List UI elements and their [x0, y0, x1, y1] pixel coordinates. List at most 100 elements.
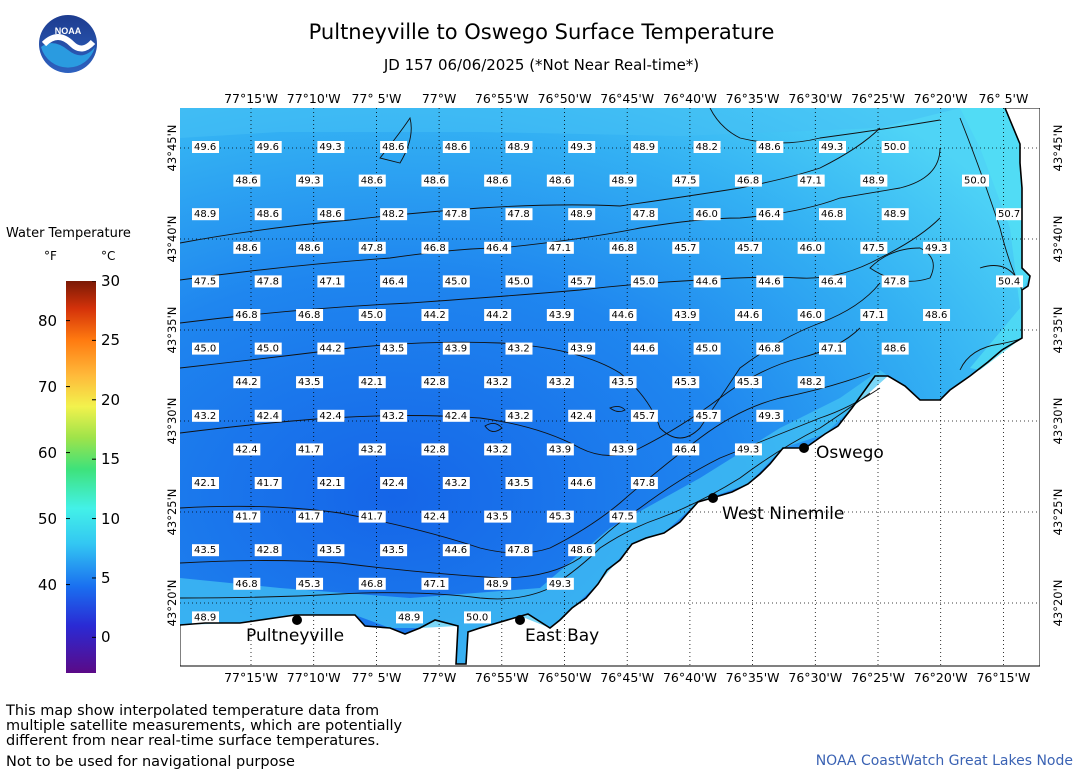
credit-text: NOAA CoastWatch Great Lakes Node [815, 753, 1073, 769]
temperature-label: 47.1 [317, 275, 345, 288]
legend-unit-f: °F [44, 249, 57, 263]
temperature-label: 44.6 [734, 309, 762, 321]
legend-f-tick-label: 60 [38, 443, 58, 462]
legend-f-tick-label: 50 [38, 509, 58, 528]
lat-label-left: 43°25'N [165, 488, 179, 536]
svg-text:49.3: 49.3 [549, 579, 571, 590]
temperature-label: 43.2 [505, 409, 533, 422]
temperature-label: 43.5 [484, 510, 512, 523]
svg-text:45.7: 45.7 [633, 411, 655, 422]
svg-text:50.0: 50.0 [466, 612, 488, 623]
lon-label-top: 77°15'W [224, 91, 278, 106]
temperature-label: 47.8 [630, 477, 658, 489]
svg-text:42.4: 42.4 [235, 444, 257, 455]
temperature-label: 47.1 [819, 342, 846, 355]
svg-text:49.3: 49.3 [821, 142, 843, 153]
svg-text:49.6: 49.6 [257, 142, 279, 153]
svg-text:43.5: 43.5 [508, 478, 530, 489]
svg-text:45.7: 45.7 [696, 411, 718, 422]
legend-c-tick-label: 15 [101, 450, 121, 469]
legend-c-tick-label: 20 [101, 390, 121, 409]
svg-text:45.7: 45.7 [570, 276, 592, 287]
temperature-label: 46.8 [756, 342, 784, 355]
svg-text:45.7: 45.7 [737, 243, 759, 254]
temperature-label: 49.3 [568, 141, 596, 153]
temperature-label: 48.6 [421, 174, 449, 187]
temperature-label: 44.2 [233, 376, 261, 389]
temperature-label: 42.4 [442, 409, 470, 422]
temperature-label: 43.2 [546, 376, 574, 389]
svg-text:44.6: 44.6 [696, 276, 718, 287]
svg-text:48.9: 48.9 [398, 612, 420, 623]
temperature-label: 48.9 [630, 141, 658, 153]
svg-text:41.7: 41.7 [235, 512, 257, 523]
temperature-label: 43.2 [484, 376, 512, 389]
svg-text:41.7: 41.7 [298, 444, 320, 455]
legend-unit-c: °C [101, 249, 116, 263]
lat-label-left: 43°30'N [165, 397, 179, 445]
oswego-marker [799, 443, 809, 453]
page-title: Pultneyville to Oswego Surface Temperatu… [308, 20, 775, 44]
svg-text:49.3: 49.3 [925, 243, 947, 254]
svg-text:48.9: 48.9 [570, 209, 592, 220]
svg-text:43.5: 43.5 [382, 344, 404, 355]
svg-text:43.9: 43.9 [612, 444, 634, 455]
temperature-label: 41.7 [296, 443, 324, 456]
svg-text:48.6: 48.6 [235, 176, 257, 187]
temperature-label: 44.2 [421, 309, 449, 321]
svg-text:50.4: 50.4 [998, 276, 1020, 287]
temperature-label: 43.2 [484, 443, 512, 456]
legend-c-tick-label: 0 [101, 628, 111, 647]
temperature-label: 44.6 [630, 342, 658, 355]
navigation-warning: Not to be used for navigational purpose [6, 754, 295, 770]
lon-label-bottom: 76°20'W [913, 670, 968, 685]
svg-text:43.5: 43.5 [486, 512, 508, 523]
temperature-label: 47.8 [358, 241, 386, 254]
svg-text:43.5: 43.5 [382, 545, 404, 556]
svg-text:45.3: 45.3 [298, 579, 320, 590]
temperature-label: 48.6 [881, 342, 909, 355]
svg-text:47.1: 47.1 [862, 310, 884, 321]
lon-label-bottom: 76°45'W [600, 670, 655, 685]
svg-text:43.2: 43.2 [486, 377, 508, 388]
svg-text:46.8: 46.8 [821, 209, 843, 220]
svg-text:43.2: 43.2 [361, 444, 383, 455]
lon-label-bottom: 77°15'W [224, 670, 278, 685]
temperature-label: 46.8 [233, 577, 261, 590]
lon-label-top: 76° 5'W [978, 91, 1029, 106]
legend-f-tick-label: 70 [38, 377, 58, 396]
temperature-label: 46.4 [380, 275, 408, 288]
temperature-label: 48.6 [484, 174, 512, 187]
temperature-label: 46.4 [672, 443, 700, 456]
temperature-label: 43.9 [546, 309, 574, 321]
lon-label-bottom: 76°50'W [537, 670, 592, 685]
svg-text:42.8: 42.8 [257, 545, 279, 556]
temperature-label: 44.6 [442, 544, 470, 557]
temperature-label: 47.5 [860, 241, 888, 254]
svg-text:48.6: 48.6 [298, 243, 320, 254]
east-bay-marker [515, 615, 525, 625]
temperature-label: 48.6 [568, 544, 596, 557]
temperature-label: 47.1 [860, 309, 888, 321]
temperature-label: 48.9 [568, 208, 596, 221]
svg-text:48.6: 48.6 [319, 209, 341, 220]
temperature-label: 43.5 [317, 544, 345, 557]
svg-text:48.6: 48.6 [758, 142, 780, 153]
svg-text:49.6: 49.6 [194, 142, 216, 153]
noaa-logo-icon: NOAA [39, 15, 97, 73]
svg-text:48.6: 48.6 [361, 176, 383, 187]
svg-text:45.0: 45.0 [508, 276, 530, 287]
temperature-label: 46.8 [421, 241, 449, 254]
lat-label-right: 43°30'N [1051, 397, 1065, 445]
temperature-label: 43.2 [505, 342, 533, 355]
temperature-label: 44.6 [568, 477, 596, 489]
svg-text:43.9: 43.9 [549, 444, 571, 455]
temperature-label: 44.6 [609, 309, 637, 321]
svg-text:45.7: 45.7 [674, 243, 696, 254]
svg-text:48.2: 48.2 [382, 209, 404, 220]
svg-text:46.8: 46.8 [612, 243, 634, 254]
temperature-label: 42.4 [380, 477, 408, 489]
temperature-label: 43.5 [296, 376, 324, 389]
svg-text:43.2: 43.2 [445, 478, 467, 489]
temperature-label: 48.9 [860, 174, 888, 187]
